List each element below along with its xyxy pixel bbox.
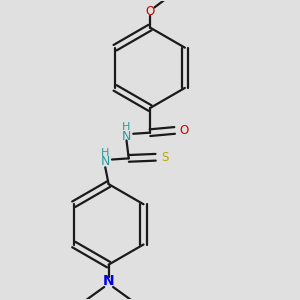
Text: H: H — [101, 148, 110, 158]
Text: S: S — [161, 151, 168, 164]
Text: O: O — [146, 5, 154, 18]
Text: H: H — [122, 122, 131, 132]
Text: O: O — [179, 124, 188, 137]
Text: N: N — [122, 130, 131, 142]
Text: N: N — [103, 274, 114, 288]
Text: N: N — [100, 155, 110, 168]
